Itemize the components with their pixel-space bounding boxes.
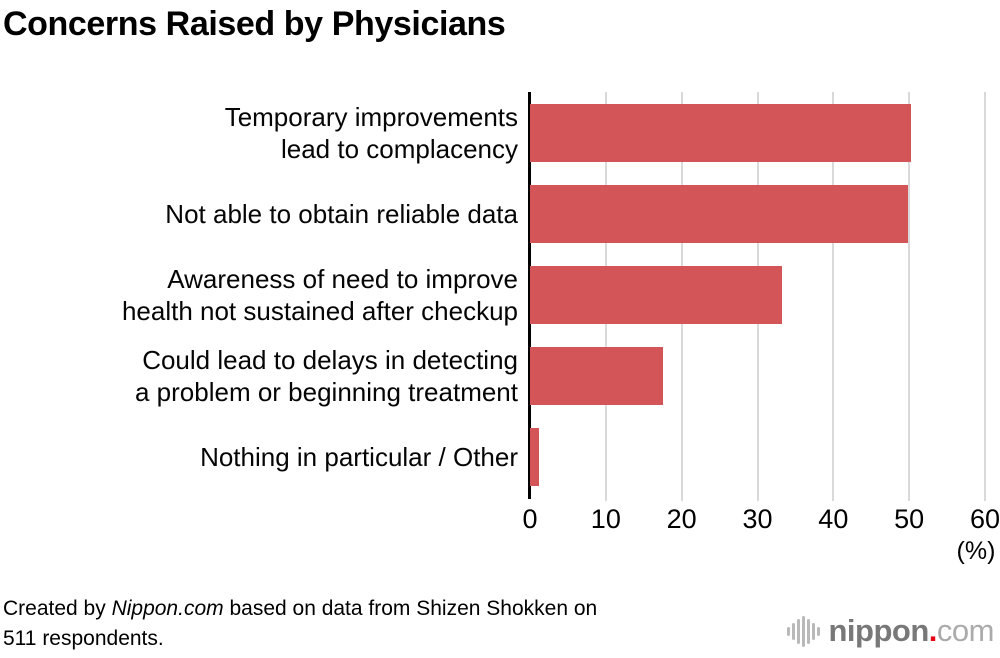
credit-suffix: based on data from Shizen Shokken on <box>223 597 598 620</box>
footer-credit: Created by Nippon.com based on data from… <box>3 594 597 654</box>
x-tick-label: 20 <box>666 504 697 534</box>
bar <box>530 427 540 486</box>
bar <box>530 103 912 162</box>
chart-rows: Temporary improvements lead to complacenc… <box>0 92 985 497</box>
gridline <box>984 92 986 501</box>
chart-row: Awareness of need to improve health not s… <box>0 254 985 335</box>
category-label: Could lead to delays in detecting a probl… <box>134 344 518 407</box>
bar-track <box>530 427 985 486</box>
y-axis-line <box>528 92 531 499</box>
chart-row: Temporary improvements lead to complacenc… <box>0 92 985 173</box>
credit-prefix: Created by <box>3 597 112 620</box>
unit-label: (%) <box>956 537 996 565</box>
bar <box>530 265 782 324</box>
bar <box>530 184 908 243</box>
logo-dot: . <box>928 613 938 648</box>
credit-source: Nippon.com <box>111 597 224 620</box>
bar <box>530 346 663 405</box>
category-label: Nothing in particular / Other <box>200 441 518 472</box>
bar-track <box>530 103 985 162</box>
page-title: Concerns Raised by Physicians <box>3 5 506 43</box>
footer-credit-line2: 511 respondents. <box>3 627 164 650</box>
x-axis-ticks: (%) 0 10 20 30 40 50 60 <box>522 504 1000 574</box>
x-tick-label: 50 <box>894 504 925 534</box>
chart-row: Nothing in particular / Other <box>0 416 985 497</box>
x-tick-label: 0 <box>522 504 538 534</box>
nippon-logo: nippon.com <box>786 613 995 649</box>
x-tick-label: 10 <box>590 504 621 534</box>
x-tick-label: 60 <box>969 504 1000 534</box>
category-label: Not able to obtain reliable data <box>165 198 518 229</box>
logo-nippon: nippon <box>828 613 930 648</box>
chart-row: Could lead to delays in detecting a probl… <box>0 335 985 416</box>
bar-track <box>530 265 985 324</box>
gridline <box>832 92 835 501</box>
logo-text: nippon.com <box>829 613 995 649</box>
footer-credit-line1: Created by Nippon.com based on data from… <box>3 594 597 624</box>
x-tick-label: 40 <box>818 504 849 534</box>
bar-track <box>530 184 985 243</box>
chart-row: Not able to obtain reliable data <box>0 173 985 254</box>
logo-com: com <box>936 613 995 648</box>
category-label: Awareness of need to improve health not s… <box>121 263 518 326</box>
bar-track <box>530 346 985 405</box>
category-label: Temporary improvements lead to complacenc… <box>224 101 518 164</box>
soundwave-icon <box>786 615 820 647</box>
gridline <box>908 92 911 501</box>
x-tick-label: 30 <box>742 504 773 534</box>
